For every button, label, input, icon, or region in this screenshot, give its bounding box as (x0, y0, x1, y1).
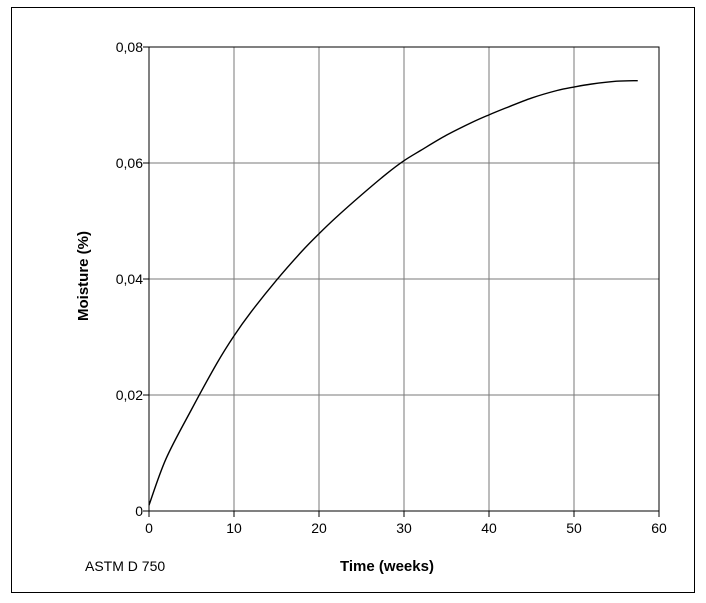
moisture-curve (148, 79, 638, 506)
standard-note: ASTM D 750 (85, 558, 165, 574)
x-tick-label: 10 (226, 520, 242, 536)
x-tick-label: 60 (651, 520, 667, 536)
tick-labels: 0 10 20 30 40 50 60 0 0,02 0,04 0,06 0,08 (116, 39, 667, 536)
x-tick-label: 50 (566, 520, 582, 536)
plot-area-border (148, 46, 660, 512)
chart-frame: 0 10 20 30 40 50 60 0 0,02 0,04 0,06 0,08 Time (wee… (11, 7, 695, 593)
grid (149, 46, 660, 511)
y-tick-label: 0,08 (116, 39, 143, 55)
moisture-chart: 0 10 20 30 40 50 60 0 0,02 0,04 0,06 0,08 Time (wee… (75, 39, 667, 575)
y-axis-title: Moisture (%) (75, 231, 92, 321)
axes (143, 46, 660, 517)
x-tick-label: 20 (311, 520, 327, 536)
y-tick-label: 0,04 (116, 271, 143, 287)
x-tick-label: 0 (145, 520, 153, 536)
x-tick-label: 30 (396, 520, 412, 536)
y-tick-label: 0,02 (116, 387, 143, 403)
y-tick-label: 0 (135, 503, 143, 519)
x-axis-title: Time (weeks) (340, 558, 434, 575)
x-tick-label: 40 (481, 520, 497, 536)
series (148, 79, 638, 506)
y-tick-label: 0,06 (116, 155, 143, 171)
